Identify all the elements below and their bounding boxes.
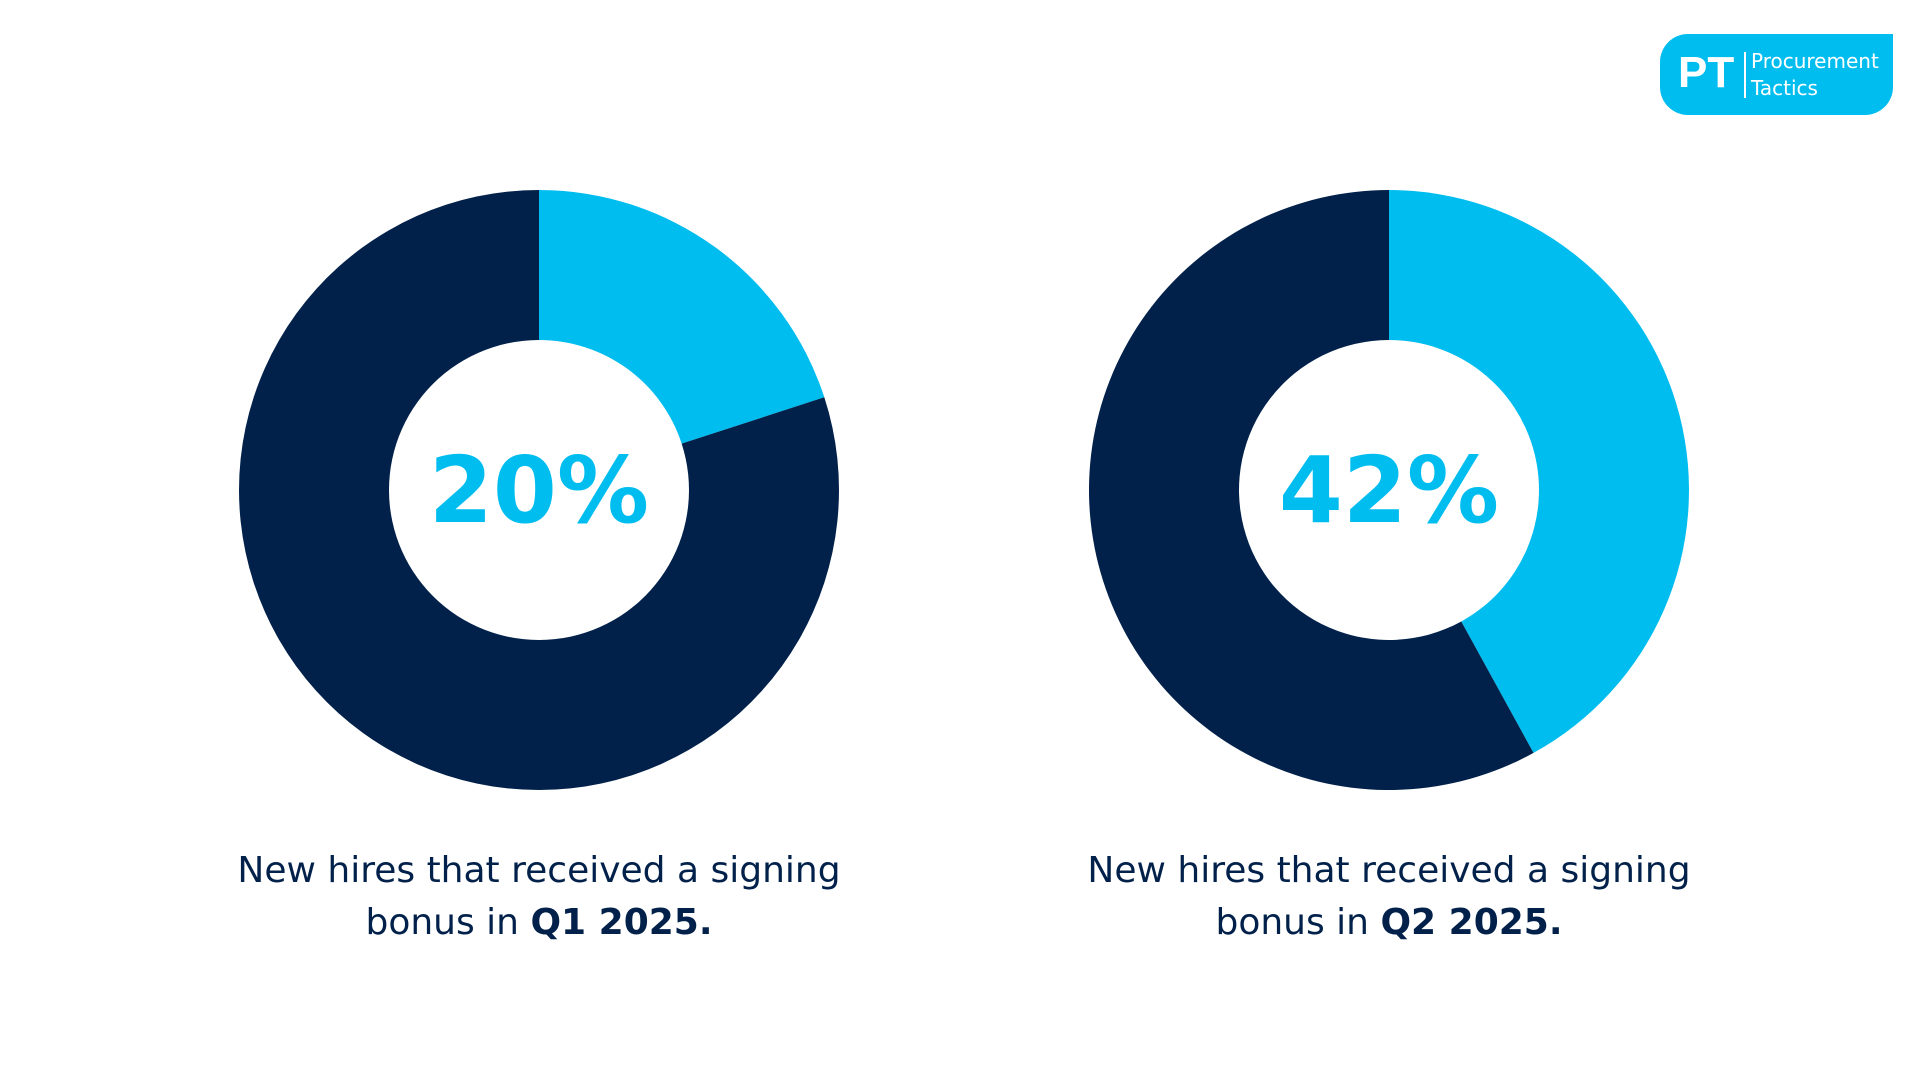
percent-label-q1: 20% [428, 437, 650, 544]
donut-chart-q1 [239, 190, 839, 790]
donut-slice-remainder [1089, 190, 1534, 790]
caption-q2-bold: Q2 2025. [1380, 902, 1563, 943]
caption-q1: New hires that received a signing bonus … [189, 845, 889, 949]
caption-q1-bold: Q1 2025. [530, 902, 713, 943]
caption-q1-text: New hires that received a signing bonus … [237, 850, 841, 943]
logo-divider [1744, 52, 1746, 98]
donut-slice-highlight [539, 190, 825, 444]
logo-mark: PT [1678, 48, 1735, 97]
logo-name: Procurement Tactics [1751, 48, 1879, 102]
logo-line-2: Tactics [1751, 76, 1818, 100]
percent-label-q2: 42% [1278, 437, 1500, 544]
donut-chart-q2 [1089, 190, 1690, 790]
caption-q2-text: New hires that received a signing bonus … [1087, 850, 1691, 943]
caption-q2: New hires that received a signing bonus … [1039, 845, 1739, 949]
logo-line-1: Procurement [1751, 49, 1879, 73]
donut-slice-highlight [1389, 190, 1690, 753]
procurement-tactics-logo: PT Procurement Tactics [1660, 34, 1893, 115]
donut-slice-remainder [239, 190, 839, 790]
